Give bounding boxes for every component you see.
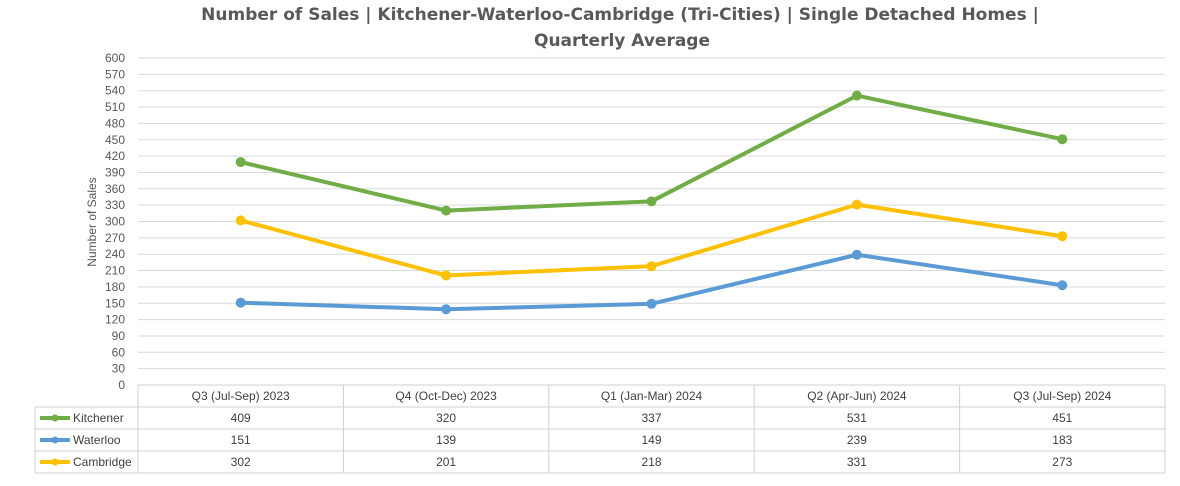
y-tick-label: 570 [105,67,125,81]
data-point-cambridge [441,270,452,281]
data-point-cambridge [1057,231,1068,242]
y-tick-label: 30 [112,362,126,376]
data-table-value: 218 [641,455,661,469]
data-point-kitchener [646,196,657,207]
data-table-value: 531 [847,411,867,425]
data-table-value: 239 [847,433,867,447]
y-tick-label: 150 [105,296,125,310]
data-point-kitchener [851,90,862,101]
data-table-value: 151 [231,433,251,447]
y-tick-label: 120 [105,313,125,327]
series-line-kitchener [240,93,1063,213]
y-tick-label: 300 [105,215,125,229]
data-point-kitchener [441,205,452,216]
data-point-cambridge [235,215,246,226]
legend-label-waterloo: Waterloo [73,433,121,447]
data-table-value: 302 [231,455,251,469]
data-table-value: 183 [1052,433,1072,447]
data-point-waterloo [441,304,452,315]
data-point-cambridge [851,199,862,210]
y-tick-label: 420 [105,149,125,163]
y-tick-label: 450 [105,133,125,147]
chart-title-line2: Quarterly Average [534,31,710,51]
legend-marker-kitchener [51,414,59,422]
y-tick-label: 480 [105,116,125,130]
y-tick-label: 90 [112,329,126,343]
y-tick-label: 60 [112,345,126,359]
data-point-waterloo [851,249,862,260]
x-tick-label: Q3 (Jul-Sep) 2023 [192,389,290,403]
y-tick-label: 240 [105,247,125,261]
data-point-waterloo [235,297,246,308]
data-table-value: 201 [436,455,456,469]
y-tick-label: 360 [105,182,125,196]
data-point-kitchener [1057,134,1068,145]
y-tick-label: 540 [105,84,125,98]
y-tick-label: 210 [105,264,125,278]
y-tick-label: 510 [105,100,125,114]
legend-marker-cambridge [51,458,59,466]
legend-label-kitchener: Kitchener [73,411,124,425]
x-tick-label: Q2 (Apr-Jun) 2024 [807,389,907,403]
y-axis-label: Number of Sales [85,177,99,266]
data-table-value: 451 [1052,411,1072,425]
data-point-waterloo [646,298,657,309]
data-point-kitchener [235,157,246,168]
y-tick-label: 0 [118,378,125,392]
data-table-value: 331 [847,455,867,469]
legend-marker-waterloo [51,436,59,444]
data-point-cambridge [646,261,657,272]
x-tick-label: Q4 (Oct-Dec) 2023 [395,389,497,403]
data-table-value: 320 [436,411,456,425]
y-tick-label: 270 [105,231,125,245]
y-tick-label: 330 [105,198,125,212]
data-table-value: 139 [436,433,456,447]
y-tick-label: 600 [105,51,125,65]
data-point-waterloo [1057,280,1068,291]
data-table-value: 273 [1052,455,1072,469]
data-table-value: 337 [641,411,661,425]
data-table-value: 149 [641,433,661,447]
data-table-value: 409 [231,411,251,425]
legend-label-cambridge: Cambridge [73,455,132,469]
x-tick-label: Q1 (Jan-Mar) 2024 [601,389,703,403]
y-tick-label: 390 [105,165,125,179]
chart-title-line1: Number of Sales | Kitchener-Waterloo-Cam… [201,5,1039,25]
x-tick-label: Q3 (Jul-Sep) 2024 [1013,389,1111,403]
y-tick-label: 180 [105,280,125,294]
